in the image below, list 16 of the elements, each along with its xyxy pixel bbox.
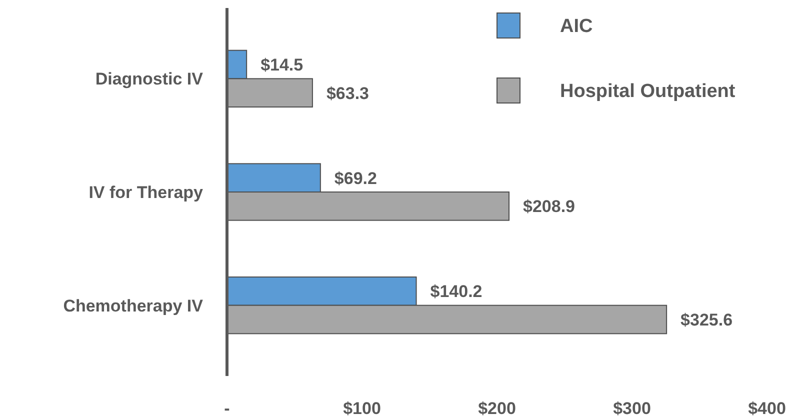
data-label: $208.9 xyxy=(523,197,576,216)
y-tick-label: Chemotherapy IV xyxy=(63,296,204,316)
data-label: $14.5 xyxy=(260,55,304,74)
x-tick-label: $100 xyxy=(343,398,381,418)
x-tick-label: - xyxy=(224,398,230,418)
y-tick-label: Diagnostic IV xyxy=(95,70,204,89)
y-tick-label: IV for Therapy xyxy=(88,182,204,202)
x-tick-label: $400 xyxy=(748,398,786,418)
legend-label: Hospital Outpatient xyxy=(560,81,736,102)
legend-label: AIC xyxy=(560,16,593,38)
data-label: $140.2 xyxy=(430,282,482,302)
x-tick-label: $300 xyxy=(613,398,651,418)
data-label: $69.2 xyxy=(334,168,377,188)
data-label: $63.3 xyxy=(326,84,369,103)
x-tick-label: $200 xyxy=(478,398,516,418)
data-label: $325.6 xyxy=(680,310,733,330)
